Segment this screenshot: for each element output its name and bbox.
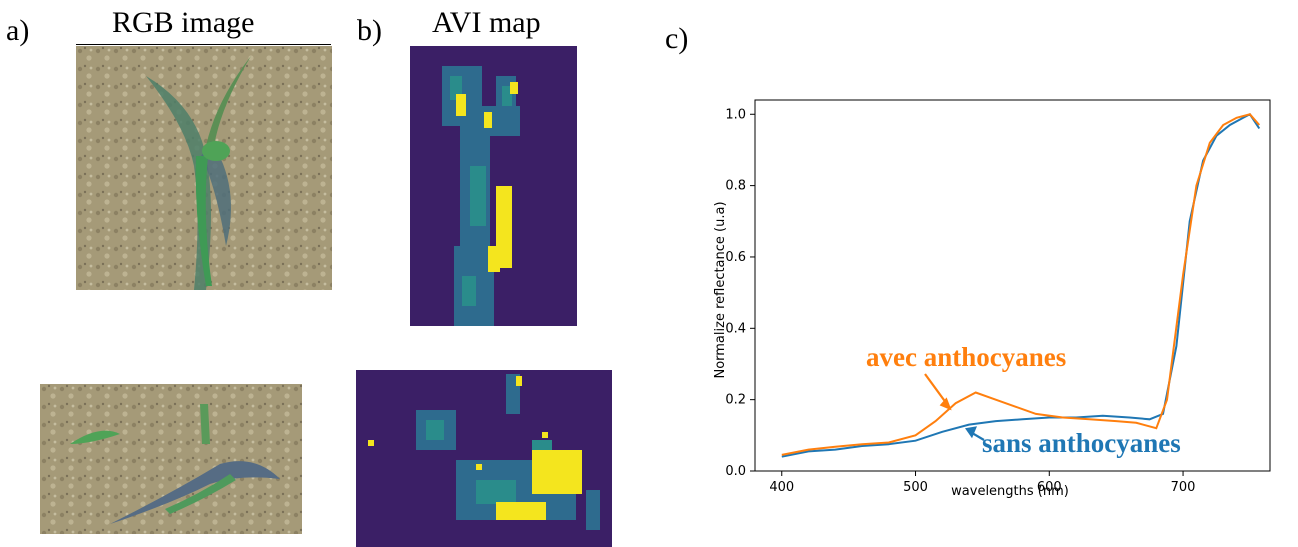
annotation-arrowhead-avec — [939, 397, 952, 411]
y-axis-label: Normalize reflectance (u.a) — [713, 201, 728, 378]
chart-annotations: avec anthocyanes sans anthocyanes — [866, 342, 1181, 458]
y-tick-label: 1.0 — [725, 107, 746, 122]
x-tick-label: 400 — [769, 480, 794, 495]
avi-map-title: AVI map — [432, 6, 541, 39]
annotation-arrowhead-sans — [965, 426, 978, 439]
series-line — [781, 112, 1261, 458]
y-tick-label: 0.6 — [725, 250, 746, 265]
panel-a-label: a) — [6, 14, 30, 47]
avi-map-top — [410, 46, 577, 326]
y-tick-label: 0.2 — [725, 393, 746, 408]
y-tick-label: 0.8 — [725, 179, 746, 194]
panel-c-label: c) — [665, 22, 689, 55]
rgb-title-underline — [76, 44, 331, 45]
rgb-image-top — [76, 46, 332, 290]
y-tick-label: 0.0 — [725, 464, 746, 479]
y-tick-label: 0.4 — [725, 321, 746, 336]
rgb-image-bottom — [40, 384, 302, 534]
plot-frame — [754, 99, 1271, 472]
annotation-sans-anthocyanes: sans anthocyanes — [982, 428, 1181, 458]
x-tick-label: 700 — [1171, 480, 1196, 495]
chart-axes — [754, 99, 1271, 472]
reflectance-chart: 400 500 600 700 0.0 0.2 0.4 0.6 0.8 1.0 avec anth… — [713, 99, 1271, 499]
panel-b-label: b) — [357, 14, 382, 47]
avi-map-bottom — [356, 370, 612, 547]
annotation-avec-anthocyanes: avec anthocyanes — [866, 342, 1066, 372]
x-axis-label: wavelengths (nm) — [951, 484, 1069, 499]
x-tick-label: 600 — [1037, 480, 1062, 495]
series-line — [781, 113, 1261, 456]
chart-ticks: 400 500 600 700 0.0 0.2 0.4 0.6 0.8 1.0 — [725, 107, 1195, 495]
x-tick-label: 500 — [903, 480, 928, 495]
rgb-image-title: RGB image — [112, 6, 255, 39]
chart-series — [781, 112, 1261, 458]
